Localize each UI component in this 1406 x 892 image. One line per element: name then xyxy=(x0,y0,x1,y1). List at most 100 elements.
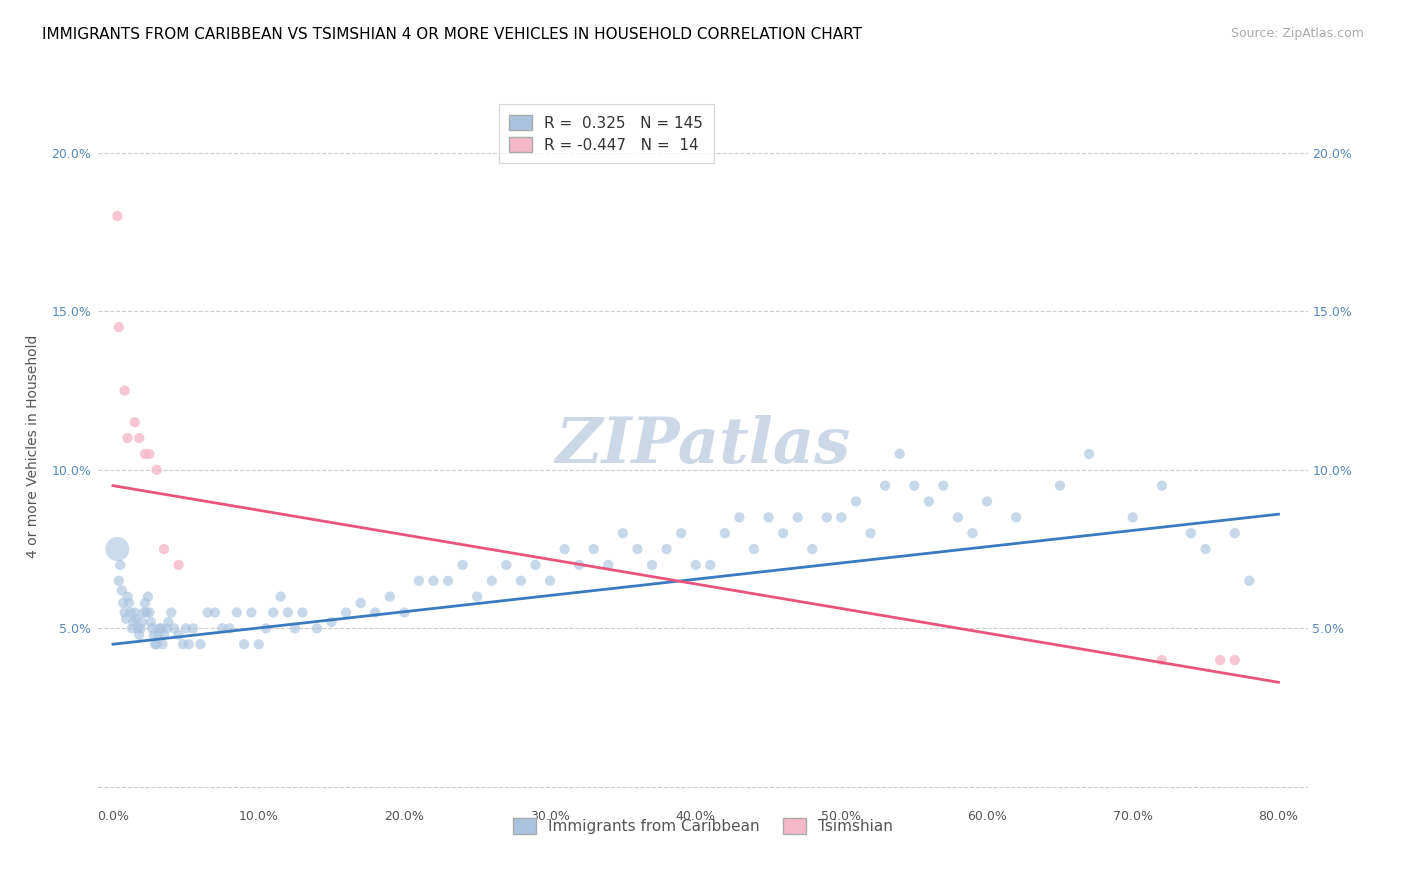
Point xyxy=(117,431,139,445)
Point xyxy=(181,621,204,635)
Point xyxy=(277,606,299,620)
Point xyxy=(190,637,212,651)
Point xyxy=(568,558,591,572)
Point xyxy=(146,628,169,642)
Point xyxy=(830,510,852,524)
Point xyxy=(142,628,165,642)
Point xyxy=(125,612,148,626)
Point xyxy=(163,621,186,635)
Point xyxy=(127,621,149,635)
Point xyxy=(128,628,150,642)
Point xyxy=(655,542,678,557)
Point xyxy=(742,542,765,557)
Point xyxy=(132,606,155,620)
Point xyxy=(1180,526,1202,541)
Point xyxy=(111,583,134,598)
Point xyxy=(524,558,547,572)
Point xyxy=(218,621,240,635)
Point xyxy=(134,596,156,610)
Point xyxy=(1150,478,1173,492)
Point xyxy=(598,558,620,572)
Point xyxy=(422,574,444,588)
Point xyxy=(145,637,167,651)
Point xyxy=(364,606,387,620)
Point xyxy=(156,621,179,635)
Point xyxy=(465,590,488,604)
Point xyxy=(481,574,503,588)
Point xyxy=(394,606,416,620)
Point xyxy=(204,606,226,620)
Point xyxy=(728,510,751,524)
Point xyxy=(105,209,128,223)
Point xyxy=(509,574,531,588)
Text: ZIPatlas: ZIPatlas xyxy=(555,416,851,476)
Point xyxy=(495,558,517,572)
Point xyxy=(114,384,136,398)
Legend: Immigrants from Caribbean, Tsimshian: Immigrants from Caribbean, Tsimshian xyxy=(502,808,904,845)
Point xyxy=(1005,510,1028,524)
Point xyxy=(903,478,925,492)
Point xyxy=(284,621,307,635)
Point xyxy=(177,637,200,651)
Point xyxy=(669,526,692,541)
Point xyxy=(136,590,159,604)
Point xyxy=(554,542,576,557)
Point xyxy=(138,606,160,620)
Point xyxy=(889,447,911,461)
Point xyxy=(262,606,284,620)
Point xyxy=(758,510,780,524)
Point xyxy=(1122,510,1144,524)
Point xyxy=(247,637,270,651)
Point xyxy=(772,526,794,541)
Point xyxy=(538,574,561,588)
Point xyxy=(976,494,998,508)
Point xyxy=(1223,653,1246,667)
Point xyxy=(451,558,474,572)
Point xyxy=(124,415,146,429)
Point xyxy=(918,494,941,508)
Point xyxy=(1209,653,1232,667)
Point xyxy=(114,606,136,620)
Point xyxy=(108,320,131,334)
Point xyxy=(118,596,141,610)
Point xyxy=(1239,574,1261,588)
Point xyxy=(291,606,314,620)
Point xyxy=(845,494,868,508)
Point xyxy=(115,612,138,626)
Point xyxy=(1194,542,1216,557)
Point xyxy=(335,606,357,620)
Point xyxy=(150,621,173,635)
Point xyxy=(122,615,145,629)
Point xyxy=(254,621,277,635)
Point xyxy=(120,606,142,620)
Point xyxy=(305,621,328,635)
Point xyxy=(321,615,343,629)
Text: Source: ZipAtlas.com: Source: ZipAtlas.com xyxy=(1230,27,1364,40)
Point xyxy=(962,526,984,541)
Point xyxy=(626,542,648,557)
Point xyxy=(685,558,707,572)
Point xyxy=(105,542,128,557)
Point xyxy=(138,447,160,461)
Point xyxy=(131,615,153,629)
Point xyxy=(121,621,143,635)
Point xyxy=(128,431,150,445)
Point xyxy=(233,637,256,651)
Point xyxy=(946,510,969,524)
Point xyxy=(1150,653,1173,667)
Point xyxy=(153,628,176,642)
Point xyxy=(141,621,163,635)
Point xyxy=(167,558,190,572)
Point xyxy=(350,596,373,610)
Point xyxy=(124,606,146,620)
Point xyxy=(112,596,135,610)
Point xyxy=(714,526,737,541)
Point xyxy=(167,628,190,642)
Point xyxy=(240,606,263,620)
Y-axis label: 4 or more Vehicles in Household: 4 or more Vehicles in Household xyxy=(27,334,41,558)
Text: IMMIGRANTS FROM CARIBBEAN VS TSIMSHIAN 4 OR MORE VEHICLES IN HOUSEHOLD CORRELATI: IMMIGRANTS FROM CARIBBEAN VS TSIMSHIAN 4… xyxy=(42,27,862,42)
Point xyxy=(815,510,838,524)
Point xyxy=(157,615,180,629)
Point xyxy=(211,621,233,635)
Point xyxy=(108,574,131,588)
